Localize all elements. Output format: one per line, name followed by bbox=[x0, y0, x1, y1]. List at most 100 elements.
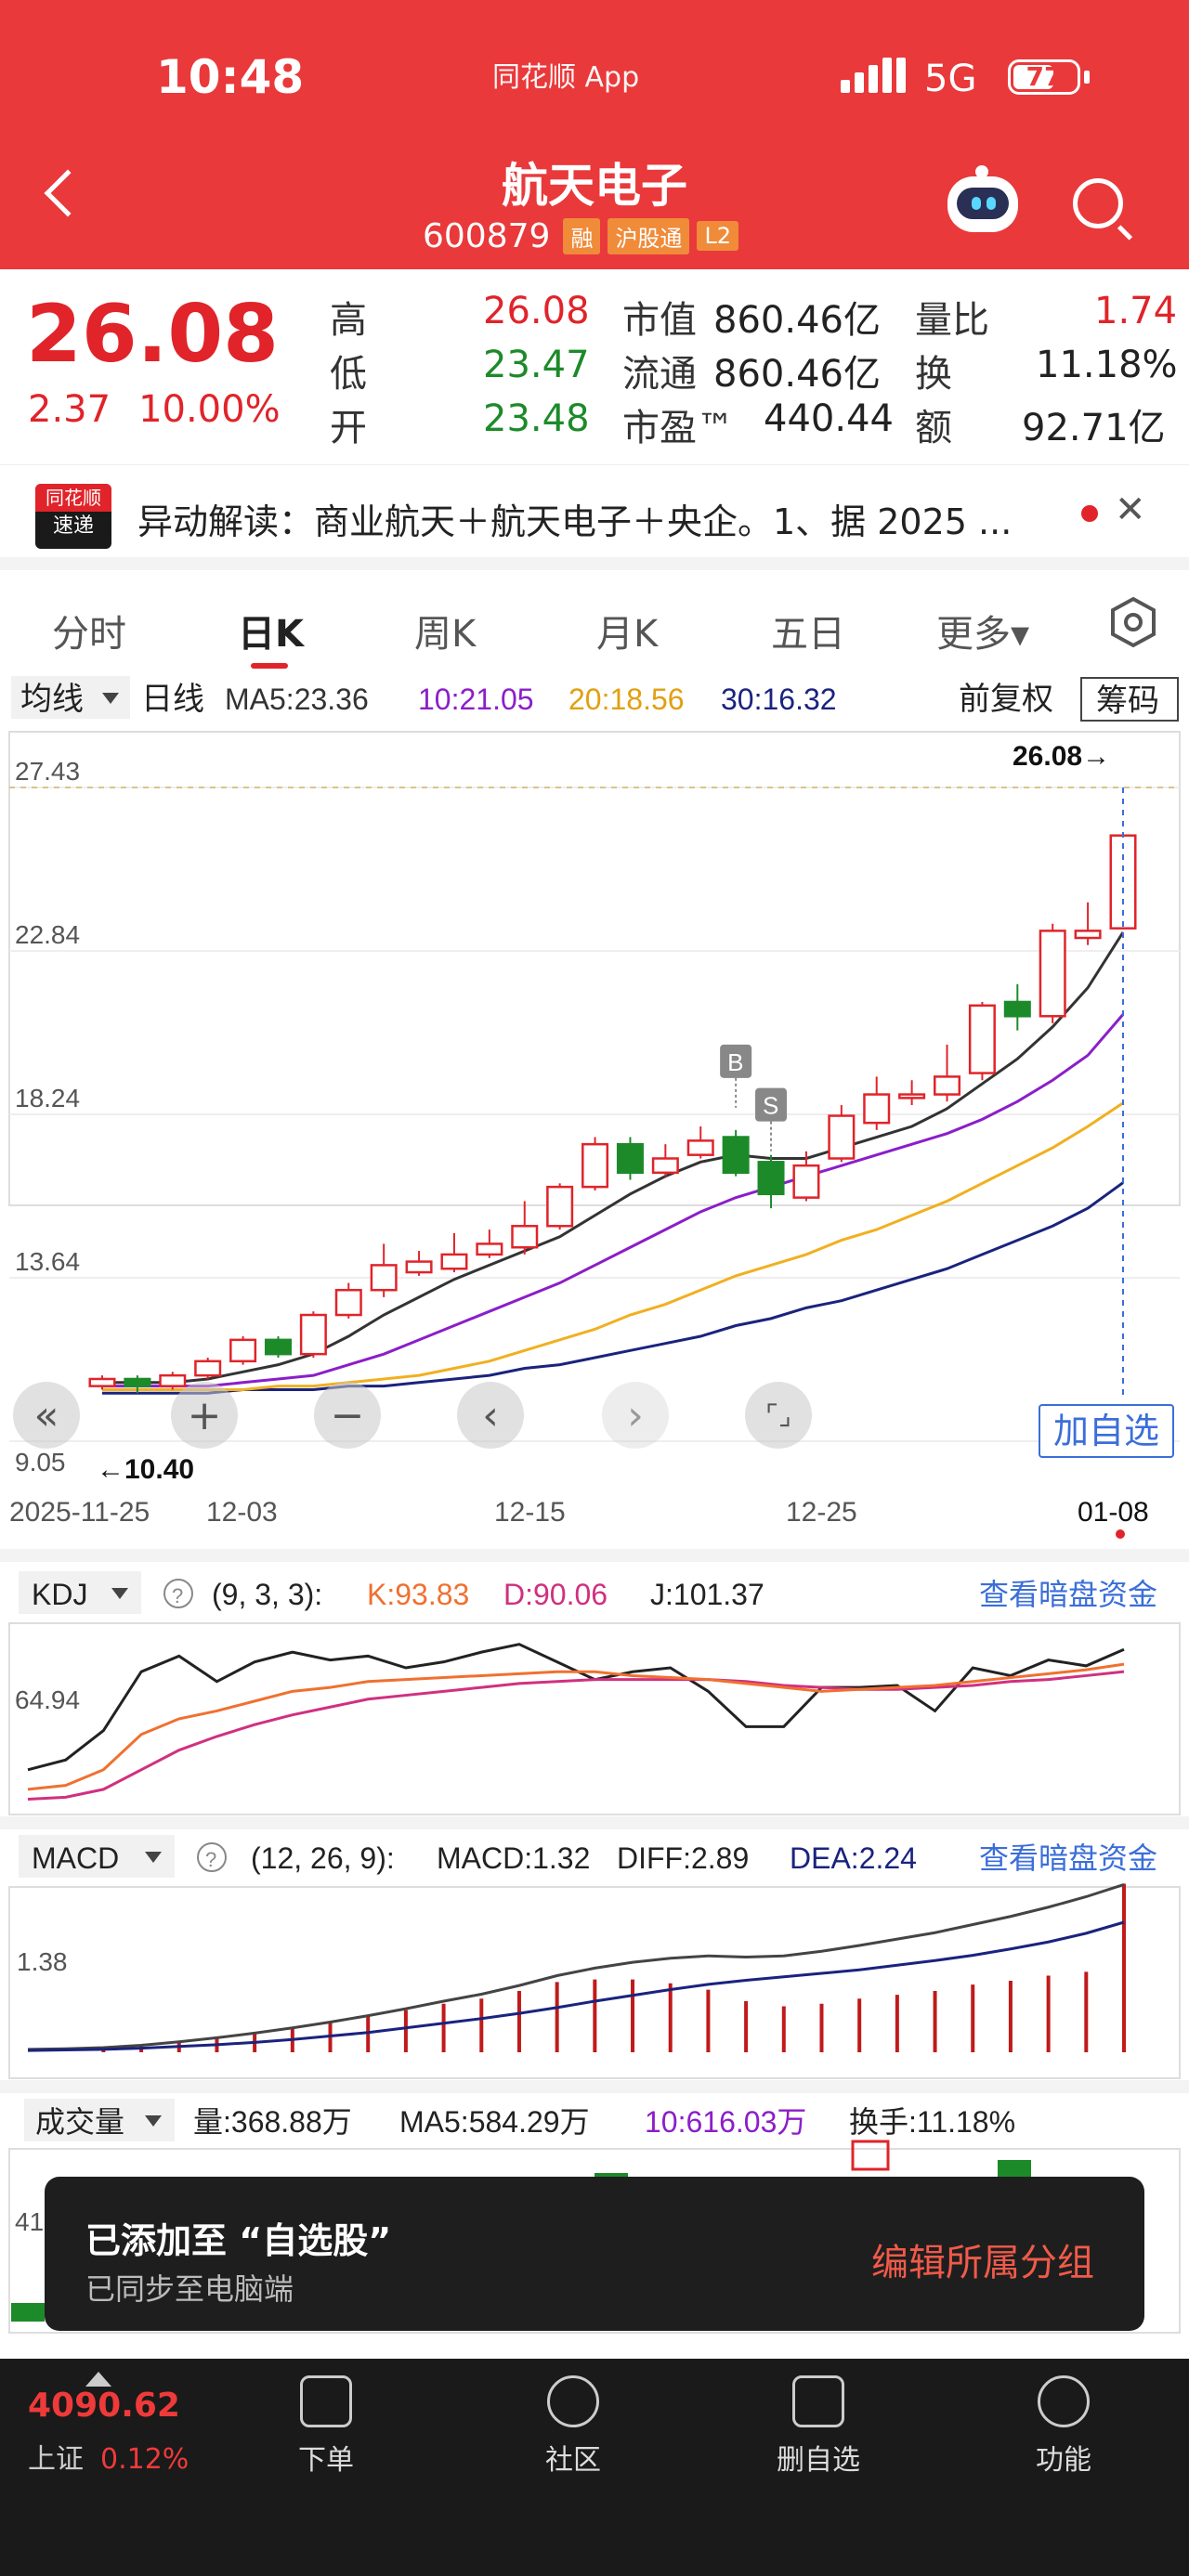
marker-label: S bbox=[763, 1092, 778, 1120]
zoom-in-icon[interactable]: + bbox=[171, 1382, 238, 1449]
low-label: 低 bbox=[330, 353, 367, 396]
ma30-label: 30:16.32 bbox=[721, 683, 837, 716]
diff-line bbox=[27, 1882, 1125, 2051]
toast-message: 已添加至 “自选股” 已同步至电脑端 编辑所属分组 bbox=[45, 2177, 1144, 2331]
macd-darkpool-link[interactable]: 查看暗盘资金 bbox=[979, 1841, 1157, 1875]
help-icon[interactable] bbox=[163, 1579, 193, 1608]
date-label: 12-15 bbox=[494, 1497, 566, 1528]
news-banner[interactable]: 同花顺 速递 异动解读：商业航天＋航天电子＋央企。1、据 2025 ... ✕ bbox=[0, 464, 1189, 557]
settings-hex-icon[interactable] bbox=[1107, 596, 1159, 648]
candle-up bbox=[88, 1377, 116, 1387]
candle-down bbox=[1003, 1000, 1031, 1018]
assistant-robot-icon[interactable] bbox=[947, 176, 1018, 232]
network-type: 5G bbox=[924, 58, 977, 100]
change-percent: 10.00% bbox=[138, 388, 281, 431]
mcap-value: 860.46亿 bbox=[713, 299, 881, 342]
scroll-right-icon[interactable]: › bbox=[602, 1382, 669, 1449]
dea-value: DEA:2.24 bbox=[790, 1841, 917, 1875]
news-logo-top: 同花顺 bbox=[35, 484, 111, 512]
stock-code: 600879 bbox=[423, 216, 551, 255]
stock-name: 航天电子 bbox=[502, 159, 687, 213]
fullscreen-icon[interactable]: ⌜⌟ bbox=[745, 1382, 812, 1449]
tab-five-day[interactable]: 五日 bbox=[771, 613, 845, 656]
collapse-left-icon[interactable]: « bbox=[13, 1382, 80, 1449]
nav-community[interactable]: 社区 bbox=[503, 2375, 643, 2478]
tab-more[interactable]: 更多▾ bbox=[936, 613, 1030, 656]
turnover-value: 11.18% bbox=[1036, 344, 1178, 386]
volume-select[interactable]: 成交量 bbox=[35, 2105, 124, 2139]
low-value: 23.47 bbox=[483, 344, 590, 386]
adjust-label[interactable]: 前复权 bbox=[959, 682, 1053, 717]
add-watchlist-button[interactable]: 加自选 bbox=[1039, 1404, 1174, 1458]
nav-functions[interactable]: 功能 bbox=[994, 2375, 1133, 2478]
open-value: 23.48 bbox=[483, 397, 590, 440]
date-label: 12-25 bbox=[786, 1497, 857, 1528]
kdj-j-line bbox=[27, 1643, 1125, 1772]
chips-button[interactable] bbox=[1080, 677, 1179, 722]
macd-select[interactable]: MACD bbox=[32, 1841, 119, 1875]
ma20-label: 20:18.56 bbox=[568, 683, 685, 716]
marker-badge bbox=[720, 1044, 752, 1078]
kdj-lines bbox=[27, 1643, 1125, 1801]
status-time: 10:48 bbox=[156, 50, 305, 104]
ma-lines bbox=[102, 931, 1125, 1395]
tag-margin: 融 bbox=[563, 217, 601, 254]
assistant-antenna bbox=[975, 165, 988, 178]
y-tick-label: 22.84 bbox=[15, 920, 80, 949]
volume-value: 量:368.88万 bbox=[193, 2105, 352, 2139]
kdj-darkpool-link[interactable]: 查看暗盘资金 bbox=[979, 1578, 1157, 1611]
candle-up bbox=[1039, 930, 1066, 1018]
date-label: 12-03 bbox=[206, 1497, 278, 1528]
nav-functions-label: 功能 bbox=[1036, 2444, 1091, 2477]
marker-label: B bbox=[727, 1048, 743, 1076]
search-icon[interactable] bbox=[1073, 178, 1123, 228]
volume-ma10: 10:616.03万 bbox=[645, 2105, 806, 2139]
y-tick-label: 9.05 bbox=[15, 1448, 66, 1477]
separator bbox=[0, 1816, 1189, 1829]
pe-value: 440.44 bbox=[764, 397, 894, 440]
index-ticker[interactable]: 4090.62 上证 0.12% bbox=[28, 2387, 189, 2477]
quote-panel: 26.08 2.37 10.00% 高 26.08 低 23.47 开 23.48… bbox=[0, 269, 1189, 464]
scroll-left-icon[interactable]: ‹ bbox=[457, 1382, 524, 1449]
kdj-params: (9, 3, 3): bbox=[212, 1578, 322, 1611]
volume-bar bbox=[11, 2303, 45, 2322]
signal-icon bbox=[841, 56, 906, 93]
ma-select[interactable]: 均线 bbox=[20, 682, 84, 717]
tab-daily-k[interactable]: 日K bbox=[238, 613, 304, 656]
y-tick-label: 27.43 bbox=[15, 757, 80, 786]
max-price-label: 26.08→ bbox=[1013, 741, 1110, 772]
macd-lines bbox=[27, 1882, 1126, 2052]
separator bbox=[0, 557, 1189, 570]
chart-tools: « + − ‹ › ⌜⌟ bbox=[0, 1382, 1189, 1460]
candle-down bbox=[757, 1161, 785, 1196]
nav-order[interactable]: 下单 bbox=[256, 2375, 396, 2478]
volume-bar bbox=[851, 2140, 890, 2171]
help-icon[interactable] bbox=[197, 1842, 227, 1872]
unread-dot bbox=[1081, 505, 1098, 522]
zoom-out-icon[interactable]: − bbox=[314, 1382, 381, 1449]
change-amount: 2.37 bbox=[28, 388, 111, 431]
kdj-k: K:93.83 bbox=[367, 1578, 469, 1611]
edit-group-button[interactable]: 编辑所属分组 bbox=[871, 2242, 1094, 2284]
separator bbox=[0, 2080, 1189, 2093]
index-expand-icon[interactable] bbox=[85, 2372, 111, 2387]
tab-monthly-k[interactable]: 月K bbox=[596, 613, 659, 656]
news-text[interactable]: 异动解读：商业航天＋航天电子＋央企。1、据 2025 ... bbox=[137, 501, 1013, 542]
chart-area[interactable]: 均线 日线 MA5:23.36 10:21.05 20:18.56 30:16.… bbox=[0, 670, 1189, 2342]
close-icon[interactable]: ✕ bbox=[1115, 488, 1146, 531]
index-value: 4090.62 bbox=[28, 2387, 180, 2425]
period-label: 日线 bbox=[141, 682, 204, 717]
amount-label: 额 bbox=[915, 407, 952, 449]
nav-remove-watch[interactable]: 删自选 bbox=[749, 2375, 888, 2478]
date-axis: 2025-11-25 12-03 12-15 12-25 01-08 bbox=[9, 1497, 1149, 1528]
candle-up bbox=[405, 1260, 433, 1274]
today-dot bbox=[1116, 1529, 1125, 1539]
order-doc-icon bbox=[300, 2375, 352, 2427]
tab-intraday[interactable]: 分时 bbox=[52, 613, 126, 656]
chevron-down-icon bbox=[102, 693, 119, 704]
date-label: 01-08 bbox=[1078, 1497, 1149, 1528]
chips-label[interactable]: 筹码 bbox=[1096, 683, 1159, 719]
tab-weekly-k[interactable]: 周K bbox=[414, 613, 477, 656]
status-bar: 10:48 同花顺 App 5G 77 bbox=[0, 46, 1189, 121]
kdj-select[interactable]: KDJ bbox=[32, 1578, 87, 1611]
